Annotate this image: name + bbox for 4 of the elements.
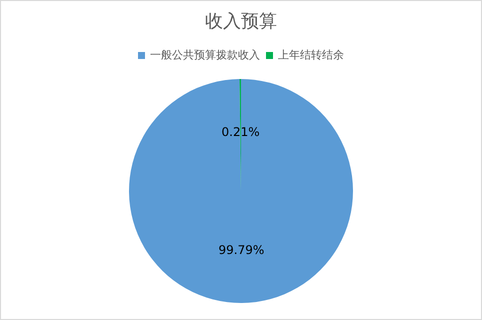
legend-label: 上年结转结余 xyxy=(278,48,344,62)
chart-title: 收入预算 xyxy=(205,11,277,31)
legend-label: 一般公共预算拨款收入 xyxy=(150,48,260,62)
data-label: 99.79% xyxy=(218,243,264,257)
